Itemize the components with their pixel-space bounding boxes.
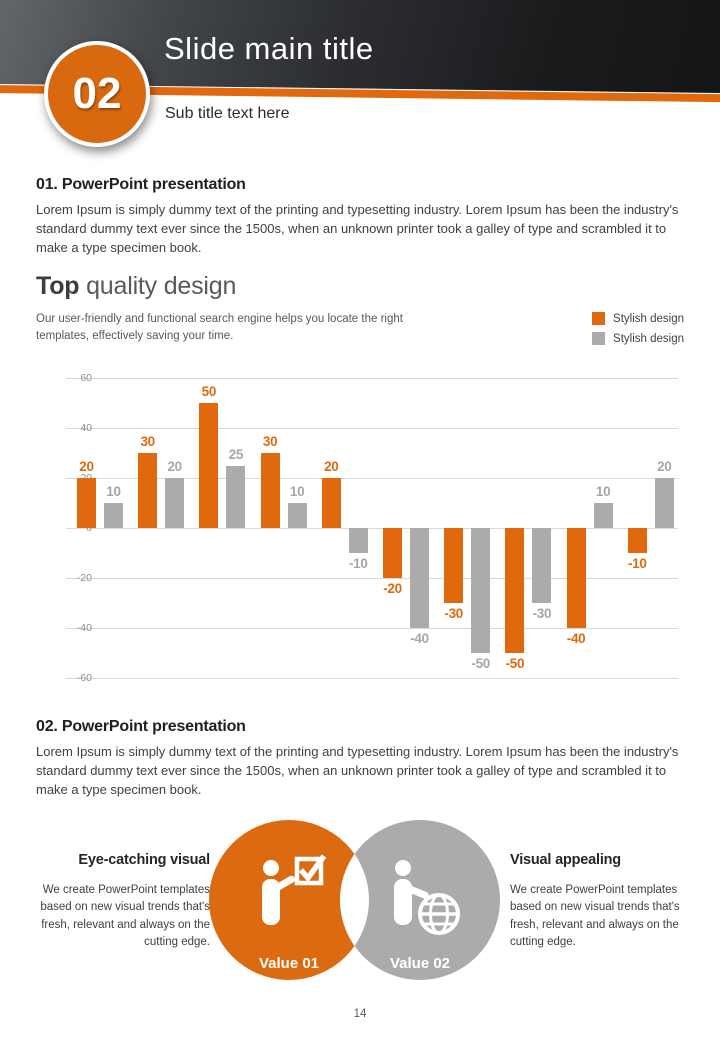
bar-value-label: 20	[657, 459, 672, 474]
legend-swatch	[592, 312, 606, 325]
legend-swatch	[592, 332, 606, 345]
feature-title-rest: quality design	[79, 272, 237, 300]
bar-series2-group10	[654, 478, 674, 528]
bar-chart: 60 40 20 0 -20 -40 -60 20 30 50 30 20 -20 -30 -50 -40 -1…	[36, 366, 684, 696]
bar-series1-group10	[627, 528, 647, 553]
venn-right-heading: Visual appealing	[510, 852, 621, 868]
section-02-body: Lorem Ipsum is simply dummy text of the …	[36, 744, 679, 797]
y-tick-label: -20	[76, 572, 92, 584]
bar-series2-group9	[593, 503, 613, 528]
venn-circle-gray	[340, 820, 500, 980]
bar-series2-group6	[410, 528, 429, 628]
y-tick-label: -60	[76, 672, 92, 684]
bar-value-label: 20	[167, 459, 182, 474]
feature-description: Our user-friendly and functional search …	[36, 313, 403, 342]
bar-series1-group1	[77, 478, 96, 528]
bar-value-label: -50	[505, 656, 525, 671]
section-01-body: Lorem Ipsum is simply dummy text of the …	[36, 202, 679, 255]
venn-left-body: We create PowerPoint templates based on …	[40, 884, 210, 948]
slide-number: 02	[72, 69, 122, 118]
bar-value-label: -50	[471, 656, 490, 671]
section-02: 02. PowerPoint presentation Lorem Ipsum …	[36, 718, 684, 800]
bar-series2-group4	[287, 503, 307, 528]
bar-value-label: -10	[627, 556, 647, 571]
bar-series1-group5	[321, 478, 341, 528]
chart-legend: Stylish design Stylish design	[592, 312, 684, 352]
chart-plot: 60 40 20 0 -20 -40 -60 20 30 50 30 20 -20 -30 -50 -40 -1…	[66, 372, 678, 684]
bar-series2-group8	[532, 528, 552, 603]
venn-right-body: We create PowerPoint templates based on …	[510, 884, 680, 948]
bar-value-label: 20	[79, 459, 94, 474]
y-tick-label: 60	[80, 372, 92, 384]
bar-series1-group7	[444, 528, 464, 603]
bar-series1-group6	[383, 528, 402, 578]
bar-value-label: -40	[566, 631, 586, 646]
slide-number-badge: 02	[44, 41, 150, 147]
gridline-20	[66, 478, 678, 479]
person-globe-icon	[394, 860, 460, 935]
bar-series2-group7	[471, 528, 491, 653]
feature-row: Top quality design Our user-friendly and…	[36, 272, 684, 345]
gridline-60	[66, 378, 678, 379]
bar-value-label: -10	[348, 556, 368, 571]
venn-circle-orange	[209, 820, 369, 980]
gridline--40	[66, 628, 678, 629]
legend-label: Stylish design	[613, 312, 684, 325]
slide-subtitle: Sub title text here	[165, 105, 290, 122]
bar-value-label: 30	[262, 434, 278, 449]
bar-value-label: -40	[410, 631, 429, 646]
venn-diagram: Value 01 Value 02	[209, 820, 500, 980]
bar-value-label: 50	[201, 384, 217, 399]
venn-value-01: Value 01	[259, 955, 319, 972]
person-checkbox-icon	[262, 854, 327, 925]
legend-item-0: Stylish design	[592, 312, 684, 325]
bar-series2-group3	[226, 465, 246, 528]
gridline-0	[66, 528, 678, 529]
venn-left-heading: Eye-catching visual	[78, 852, 210, 868]
page-number: 14	[353, 1008, 367, 1020]
feature-title-bold: Top	[36, 272, 80, 300]
legend-item-1: Stylish design	[592, 332, 684, 345]
venn-right-text: Visual appealing We create PowerPoint te…	[510, 852, 686, 951]
bar-value-label: 30	[140, 434, 155, 449]
feature-title: Top quality design	[36, 272, 684, 301]
bar-series2-group1	[104, 503, 123, 528]
bar-series1-group2	[138, 453, 158, 528]
bar-series2-group5	[348, 528, 368, 553]
y-tick-label: 40	[80, 422, 92, 434]
y-tick-label: 0	[86, 522, 92, 534]
bar-value-label: 20	[324, 459, 339, 474]
bar-value-label: -20	[383, 581, 402, 596]
y-tick-label: -40	[76, 622, 92, 634]
section-02-heading: 02. PowerPoint presentation	[36, 718, 246, 735]
bar-series2-group2	[165, 478, 185, 528]
venn-value-02: Value 02	[390, 955, 450, 972]
venn-row: Eye-catching visual We create PowerPoint…	[0, 816, 720, 1001]
bar-value-label: 10	[289, 484, 305, 499]
bar-series1-group8	[505, 528, 525, 653]
bar-value-label: 25	[228, 446, 244, 462]
bar-series1-group3	[199, 403, 219, 528]
bar-value-label: 10	[595, 484, 611, 499]
gridline-40	[66, 428, 678, 429]
gridline--60	[66, 678, 678, 679]
bar-value-label: -30	[532, 606, 552, 621]
bar-series1-group4	[260, 453, 280, 528]
gridline--20	[66, 578, 678, 579]
section-01-heading: 01. PowerPoint presentation	[36, 176, 246, 193]
bar-series1-group9	[566, 528, 586, 628]
legend-label: Stylish design	[613, 332, 684, 345]
bar-value-label: -30	[444, 606, 463, 621]
section-01: 01. PowerPoint presentation Lorem Ipsum …	[36, 176, 684, 258]
bar-value-label: 10	[106, 484, 121, 499]
venn-left-text: Eye-catching visual We create PowerPoint…	[34, 852, 210, 951]
slide-title: Slide main title	[164, 31, 374, 66]
